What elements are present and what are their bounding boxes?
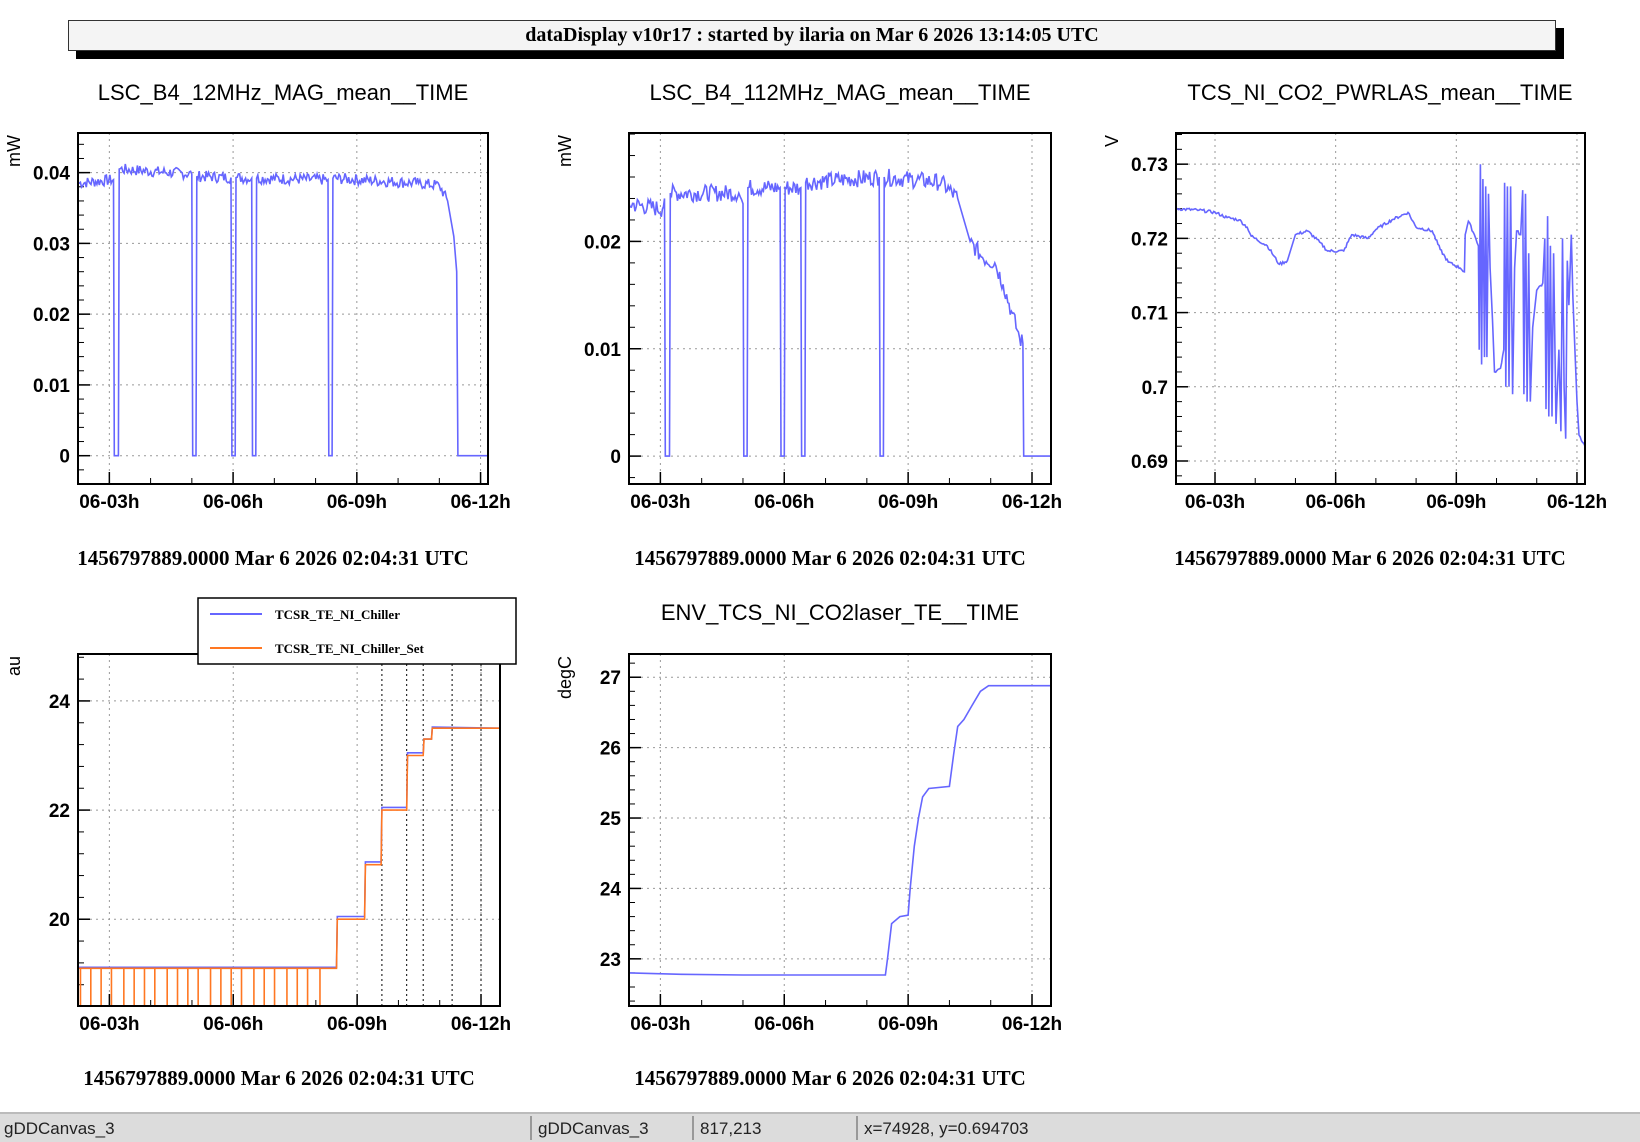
plot-frame [628, 132, 1052, 485]
x-tick-label: 06-09h [878, 492, 938, 513]
y-tick-label: 0.03 [33, 234, 70, 255]
plot-frame [628, 653, 1052, 1007]
y-tick-label: 0 [610, 447, 621, 468]
y-tick-label: 0.04 [33, 164, 70, 185]
plot-co2laser-temp: ENV_TCS_NI_CO2laser_TE__TIME 1456797889.0… [555, 600, 1062, 1090]
y-axis-label: degC [555, 656, 575, 699]
x-tick-label: 06-03h [630, 492, 690, 513]
plot-footer-timestamp: 1456797889.0000 Mar 6 2026 02:04:31 UTC [83, 1066, 475, 1090]
x-tick-label: 06-06h [203, 1014, 263, 1035]
x-tick-label: 06-06h [754, 492, 814, 513]
app-title: dataDisplay v10r17 : started by ilaria o… [68, 20, 1556, 51]
y-tick-label: 0.02 [584, 232, 621, 253]
y-axis-label: mW [555, 135, 575, 167]
plot-lsc-112mhz: LSC_B4_112MHz_MAG_mean__TIME 1456797889.0… [555, 80, 1062, 570]
plot-frame [77, 132, 489, 485]
x-tick-label: 06-12h [1002, 492, 1062, 513]
series-line-lsc_b4_12mhz_mag_mean [78, 163, 488, 457]
status-object-name: gDDCanvas_3 [530, 1116, 690, 1140]
plot-title: LSC_B4_12MHz_MAG_mean__TIME [98, 80, 469, 105]
plot-chiller: 1456797889.0000 Mar 6 2026 02:04:31 UTC a… [4, 597, 517, 1090]
y-tick-label: 24 [49, 692, 71, 713]
plot-title: TCS_NI_CO2_PWRLAS_mean__TIME [1187, 80, 1572, 105]
y-tick-label: 22 [49, 801, 70, 822]
y-tick-label: 23 [600, 950, 621, 971]
plot-title: ENV_TCS_NI_CO2laser_TE__TIME [661, 600, 1019, 625]
y-tick-label: 0.69 [1131, 452, 1168, 473]
x-tick-label: 06-03h [79, 1014, 139, 1035]
y-tick-label: 0.01 [33, 376, 70, 397]
plot-lsc-12mhz: LSC_B4_12MHz_MAG_mean__TIME 1456797889.00… [4, 80, 511, 570]
x-tick-label: 06-12h [451, 1014, 511, 1035]
x-tick-label: 06-09h [327, 1014, 387, 1035]
x-tick-label: 06-09h [878, 1014, 938, 1035]
x-tick-label: 06-06h [203, 492, 263, 513]
legend-label: TCSR_TE_NI_Chiller [275, 607, 400, 622]
status-bar: gDDCanvas_3 gDDCanvas_3 817,213 x=74928,… [0, 1112, 1640, 1142]
y-tick-label: 25 [600, 809, 622, 830]
status-coords: x=74928, y=0.694703 [856, 1116, 1636, 1140]
plot-frame [77, 653, 501, 1007]
plot-tcs-pwrlas: TCS_NI_CO2_PWRLAS_mean__TIME 1456797889.0… [1102, 80, 1607, 570]
plot-footer-timestamp: 1456797889.0000 Mar 6 2026 02:04:31 UTC [1174, 546, 1566, 570]
y-tick-label: 0 [59, 447, 70, 468]
y-tick-label: 0.72 [1131, 229, 1168, 250]
series-line-tcsr_te_ni_chiller_set [78, 727, 500, 970]
y-tick-label: 0.73 [1131, 155, 1168, 176]
y-axis-label: au [4, 656, 24, 676]
y-tick-label: 0.02 [33, 305, 70, 326]
legend: TCSR_TE_NI_Chiller TCSR_TE_NI_Chiller_Set [197, 597, 517, 665]
y-tick-label: 0.01 [584, 340, 621, 361]
series-line-env_tcs_ni_co2laser_te [629, 684, 1051, 976]
plot-frame [1175, 132, 1586, 485]
y-tick-label: 0.71 [1131, 304, 1168, 325]
status-canvas-name: gDDCanvas_3 [4, 1119, 115, 1138]
y-tick-label: 0.7 [1142, 378, 1168, 399]
x-tick-label: 06-09h [1426, 492, 1486, 513]
x-tick-label: 06-12h [450, 492, 510, 513]
x-tick-label: 06-06h [1306, 492, 1366, 513]
y-tick-label: 20 [49, 910, 70, 931]
x-tick-label: 06-09h [327, 492, 387, 513]
y-tick-label: 24 [600, 879, 622, 900]
x-tick-label: 06-12h [1002, 1014, 1062, 1035]
series-line-tcsr_te_ni_chiller [78, 726, 500, 969]
x-tick-label: 06-03h [79, 492, 139, 513]
series-line-lsc_b4_112mhz_mag_mean [629, 168, 1051, 457]
y-tick-label: 27 [600, 668, 621, 689]
y-axis-label: V [1102, 135, 1122, 147]
y-tick-label: 26 [600, 739, 621, 760]
plot-footer-timestamp: 1456797889.0000 Mar 6 2026 02:04:31 UTC [634, 546, 1026, 570]
x-tick-label: 06-06h [754, 1014, 814, 1035]
plot-footer-timestamp: 1456797889.0000 Mar 6 2026 02:04:31 UTC [77, 546, 469, 570]
plot-canvas[interactable]: LSC_B4_12MHz_MAG_mean__TIME 1456797889.00… [0, 0, 1640, 1110]
series-line-tcs_ni_co2_pwrlas_mean [1176, 164, 1585, 447]
status-pixel: 817,213 [692, 1116, 852, 1140]
x-tick-label: 06-12h [1547, 492, 1607, 513]
legend-label: TCSR_TE_NI_Chiller_Set [275, 641, 424, 656]
x-tick-label: 06-03h [630, 1014, 690, 1035]
y-axis-label: mW [4, 135, 24, 167]
x-tick-label: 06-03h [1185, 492, 1245, 513]
plot-footer-timestamp: 1456797889.0000 Mar 6 2026 02:04:31 UTC [634, 1066, 1026, 1090]
plot-title: LSC_B4_112MHz_MAG_mean__TIME [649, 80, 1030, 105]
legend-box [197, 597, 517, 665]
